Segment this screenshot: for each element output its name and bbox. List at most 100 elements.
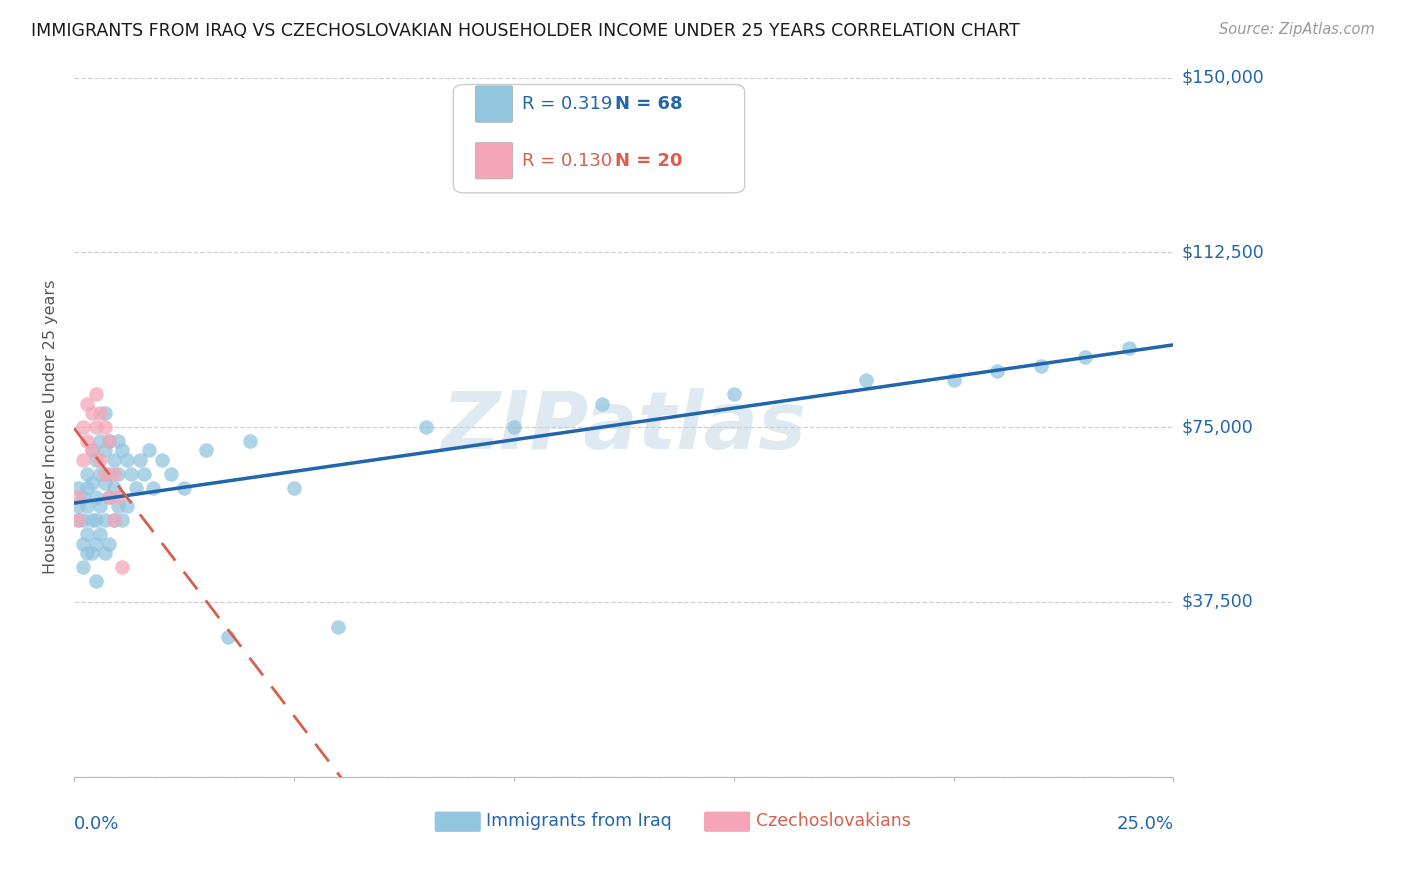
Point xyxy=(94,443,117,458)
Point xyxy=(160,467,183,481)
Point xyxy=(94,406,117,420)
Point xyxy=(67,490,90,504)
Point xyxy=(80,513,103,527)
Text: IMMIGRANTS FROM IRAQ VS CZECHOSLOVAKIAN HOUSEHOLDER INCOME UNDER 25 YEARS CORREL: IMMIGRANTS FROM IRAQ VS CZECHOSLOVAKIAN … xyxy=(31,22,1019,40)
Point xyxy=(80,546,103,560)
Point xyxy=(80,406,103,420)
Point xyxy=(76,481,98,495)
Point xyxy=(80,443,103,458)
Text: N = 20: N = 20 xyxy=(614,152,682,169)
Point xyxy=(326,620,349,634)
Point xyxy=(94,467,117,481)
Point xyxy=(94,420,117,434)
Point xyxy=(84,513,107,527)
Point xyxy=(67,481,90,495)
Point xyxy=(129,452,152,467)
FancyBboxPatch shape xyxy=(704,812,751,832)
Point xyxy=(107,500,129,514)
Point xyxy=(415,420,437,434)
Text: $112,500: $112,500 xyxy=(1181,244,1264,261)
Point xyxy=(89,452,111,467)
Y-axis label: Householder Income Under 25 years: Householder Income Under 25 years xyxy=(44,280,58,574)
Text: $37,500: $37,500 xyxy=(1181,593,1254,611)
Point xyxy=(72,420,94,434)
Point xyxy=(72,536,94,550)
Point xyxy=(84,536,107,550)
Point xyxy=(1074,350,1097,364)
Point xyxy=(94,546,117,560)
Point xyxy=(195,443,218,458)
Point xyxy=(84,420,107,434)
Text: Czechoslovakians: Czechoslovakians xyxy=(755,813,911,830)
Point xyxy=(76,434,98,448)
FancyBboxPatch shape xyxy=(475,86,513,122)
Point xyxy=(1031,359,1053,374)
Text: 25.0%: 25.0% xyxy=(1116,815,1174,833)
Point xyxy=(84,490,107,504)
Point xyxy=(986,364,1008,378)
Point xyxy=(89,467,111,481)
Point xyxy=(855,374,877,388)
Text: N = 68: N = 68 xyxy=(614,95,682,113)
Text: R = 0.130: R = 0.130 xyxy=(522,152,612,169)
Point xyxy=(239,434,262,448)
Point xyxy=(107,434,129,448)
Point xyxy=(138,443,160,458)
Point xyxy=(89,527,111,541)
Point xyxy=(76,467,98,481)
Point xyxy=(107,490,129,504)
FancyBboxPatch shape xyxy=(434,812,481,832)
Point xyxy=(502,420,524,434)
Text: 0.0%: 0.0% xyxy=(75,815,120,833)
Point xyxy=(84,452,107,467)
Point xyxy=(723,387,745,401)
Point xyxy=(80,475,103,490)
Point xyxy=(84,574,107,588)
Point xyxy=(107,467,129,481)
Text: Immigrants from Iraq: Immigrants from Iraq xyxy=(486,813,672,830)
Point xyxy=(76,546,98,560)
Point xyxy=(98,434,121,448)
Point xyxy=(94,513,117,527)
Text: $75,000: $75,000 xyxy=(1181,418,1254,436)
Text: Source: ZipAtlas.com: Source: ZipAtlas.com xyxy=(1219,22,1375,37)
Point xyxy=(111,443,134,458)
Point xyxy=(103,481,125,495)
Point xyxy=(98,467,121,481)
Point xyxy=(591,397,613,411)
Point xyxy=(89,434,111,448)
Point xyxy=(76,397,98,411)
FancyBboxPatch shape xyxy=(475,143,513,179)
Point xyxy=(98,490,121,504)
Point xyxy=(67,513,90,527)
Point xyxy=(80,443,103,458)
Point xyxy=(89,406,111,420)
Point xyxy=(173,481,195,495)
Point xyxy=(115,452,138,467)
Text: $150,000: $150,000 xyxy=(1181,69,1264,87)
Point xyxy=(98,490,121,504)
Point xyxy=(76,500,98,514)
FancyBboxPatch shape xyxy=(453,85,745,193)
Point xyxy=(72,560,94,574)
Point xyxy=(217,630,239,644)
Point xyxy=(942,374,965,388)
Point xyxy=(124,481,146,495)
Point xyxy=(120,467,142,481)
Text: R = 0.319: R = 0.319 xyxy=(522,95,612,113)
Point xyxy=(111,560,134,574)
Point xyxy=(103,467,125,481)
Point xyxy=(72,452,94,467)
Point xyxy=(67,500,90,514)
Point xyxy=(103,452,125,467)
Point xyxy=(150,452,173,467)
Point xyxy=(103,513,125,527)
Point xyxy=(94,475,117,490)
Point xyxy=(72,490,94,504)
Point xyxy=(98,434,121,448)
Point xyxy=(89,500,111,514)
Point xyxy=(67,513,90,527)
Point xyxy=(1118,341,1140,355)
Point xyxy=(115,500,138,514)
Point xyxy=(111,513,134,527)
